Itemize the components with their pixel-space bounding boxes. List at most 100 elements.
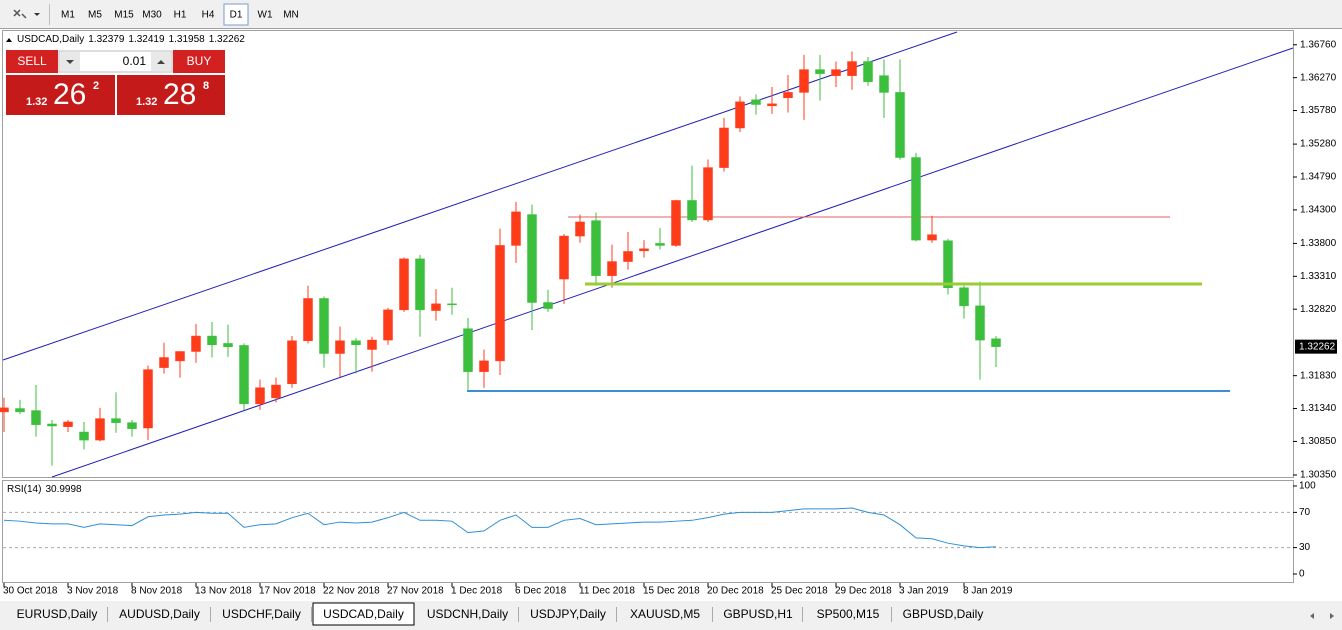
candle-body: [111, 418, 121, 423]
tab-label[interactable]: USDCNH,Daily: [427, 607, 508, 621]
tab-label[interactable]: USDCAD,Daily: [323, 607, 404, 621]
candle-body: [303, 298, 313, 342]
candle-body: [319, 298, 329, 354]
candle-body: [559, 235, 569, 280]
lot-input[interactable]: [58, 50, 173, 73]
timeframe-button[interactable]: M1: [61, 10, 75, 21]
y-tick-label: 1.31830: [1300, 370, 1337, 381]
bid-big: 1.32: [26, 96, 47, 108]
tab-label[interactable]: GBPUSD,H1: [723, 607, 793, 621]
y-tick-label: 1.34300: [1300, 205, 1337, 216]
candle-body: [799, 69, 809, 93]
timeframe-button[interactable]: M5: [88, 10, 102, 21]
rsi-frame: [2, 480, 1294, 583]
sell-button[interactable]: [6, 50, 58, 73]
candle-body: [767, 103, 777, 107]
candle-body: [191, 335, 201, 352]
buy-button[interactable]: [173, 50, 225, 73]
tab-label[interactable]: SP500,M15: [817, 607, 880, 621]
candle-body: [159, 357, 169, 368]
drawings: [2, 31, 1294, 478]
tab[interactable]: [521, 605, 615, 624]
y-tick-label: 1.33800: [1300, 238, 1337, 249]
y-tick-label: 1.36760: [1300, 39, 1337, 50]
candle-body: [367, 339, 377, 350]
tab[interactable]: [619, 605, 711, 624]
timeframe-button[interactable]: W1: [258, 10, 273, 21]
symbol-header: USDCAD,Daily 1.32379 1.32419 1.31958 1.32262: [17, 34, 245, 45]
rsi-tick-label: 70: [1299, 507, 1311, 518]
bid-pips: 26: [53, 78, 86, 111]
y-tick-label: 1.36270: [1300, 72, 1337, 83]
x-tick-label: 27 Nov 2018: [387, 586, 444, 597]
timeframe-button[interactable]: MN: [283, 10, 299, 21]
candle-body: [991, 338, 1001, 347]
tab[interactable]: [806, 605, 890, 624]
candle-body: [271, 384, 281, 399]
candle-body: [863, 61, 873, 82]
candle-body: [47, 423, 57, 427]
timeframe-button[interactable]: M15: [114, 10, 134, 21]
tab[interactable]: [418, 605, 517, 624]
timeframe-button[interactable]: M30: [142, 10, 162, 21]
candle-body: [911, 157, 921, 241]
timeframe-active: [223, 3, 249, 26]
candle-body: [335, 340, 345, 354]
price-marker: [1295, 339, 1337, 354]
tab-label[interactable]: AUDUSD,Daily: [119, 607, 200, 621]
tab[interactable]: [894, 605, 992, 624]
candle-body: [511, 211, 521, 246]
candle-body: [255, 387, 265, 405]
candle-body: [175, 351, 185, 362]
tab-label[interactable]: USDJPY,Daily: [530, 607, 606, 621]
symbol: USDCAD,Daily: [17, 34, 84, 45]
tab-label[interactable]: XAUUSD,M5: [630, 607, 700, 621]
tab-active[interactable]: [312, 602, 415, 626]
rsi-tick-label: 30: [1299, 542, 1311, 553]
tab[interactable]: [8, 605, 106, 624]
candle-body: [207, 335, 217, 346]
timeframe-button[interactable]: D1: [230, 10, 243, 21]
tab-label[interactable]: USDCHF,Daily: [222, 607, 301, 621]
one-click-panel: SELL 0.01 BUY 1.32 26 2 1.32 28 8: [6, 50, 225, 115]
candle-body: [575, 221, 585, 237]
candle-body: [847, 61, 857, 76]
timeframe-button[interactable]: H1: [174, 10, 187, 21]
candle-body: [719, 127, 729, 168]
tab[interactable]: [213, 605, 310, 624]
candle-body: [223, 343, 233, 348]
tab-label[interactable]: GBPUSD,Daily: [903, 607, 984, 621]
x-tick-label: 25 Dec 2018: [771, 586, 828, 597]
candle-body: [415, 258, 425, 311]
candle-body: [463, 328, 473, 372]
y-tick-label: 1.30850: [1300, 436, 1337, 447]
ask-point: 8: [203, 80, 209, 92]
ohlc-close: 1.32262: [209, 34, 246, 45]
tab[interactable]: [715, 605, 801, 624]
candle-body: [527, 214, 537, 303]
tab[interactable]: [110, 605, 209, 624]
timeframe-button[interactable]: H4: [202, 10, 215, 21]
x-tick-label: 1 Dec 2018: [451, 586, 503, 597]
candle-body: [655, 243, 665, 246]
tab-label[interactable]: EURUSD,Daily: [17, 607, 98, 621]
x-tick-label: 13 Nov 2018: [195, 586, 252, 597]
candle-body: [0, 407, 9, 413]
candle-body: [287, 340, 297, 384]
collapse-icon[interactable]: [6, 38, 12, 42]
draw-tool-icon[interactable]: [13, 9, 40, 19]
candle-body: [543, 302, 553, 309]
bid-box[interactable]: [6, 75, 115, 115]
candle-body: [671, 200, 681, 246]
candle-body: [607, 261, 617, 276]
ask-box[interactable]: [117, 75, 225, 115]
rsi-tick-label: 0: [1299, 569, 1305, 580]
candle-body: [31, 410, 41, 425]
candle-body: [479, 360, 489, 372]
candle-body: [959, 287, 969, 307]
candle-body: [895, 92, 905, 158]
rsi-line: [3, 507, 997, 549]
x-tick-label: 3 Jan 2019: [899, 586, 949, 597]
